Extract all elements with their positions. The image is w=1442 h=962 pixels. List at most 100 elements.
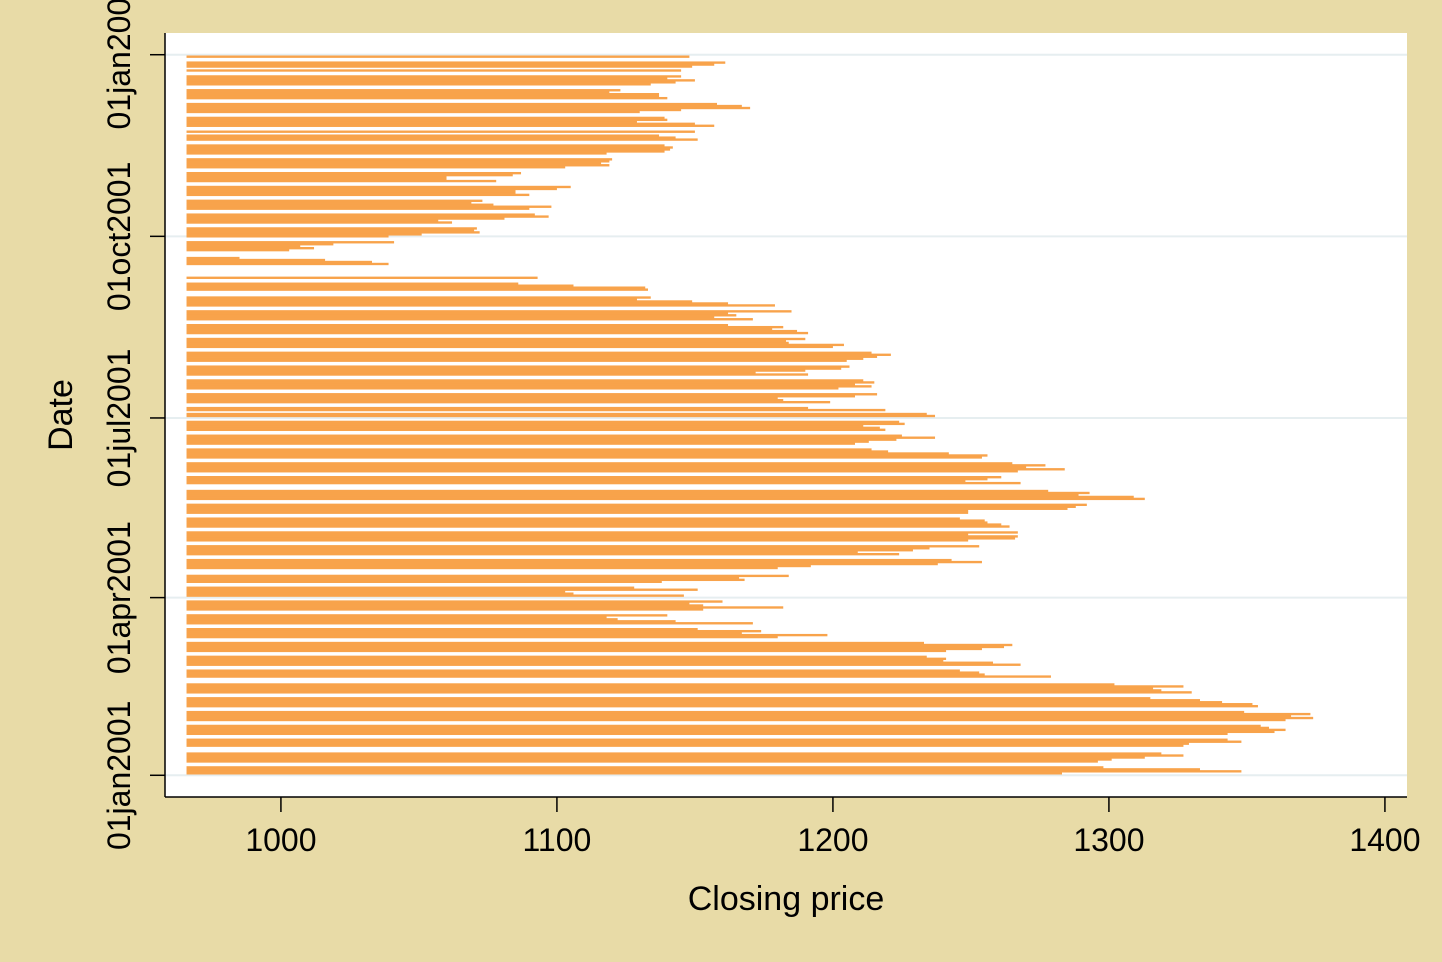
- bar: [186, 562, 938, 566]
- bar: [186, 549, 913, 552]
- bar: [186, 381, 875, 384]
- bar: [186, 296, 651, 299]
- bar: [186, 574, 789, 578]
- bar: [186, 351, 872, 354]
- bar: [186, 235, 389, 238]
- bar: [186, 578, 745, 582]
- bar: [186, 83, 651, 86]
- bar: [186, 635, 778, 639]
- bar: [186, 531, 1018, 534]
- bar: [186, 138, 698, 141]
- bar: [186, 171, 522, 175]
- x-tick-label: 1300: [1073, 822, 1144, 858]
- bar: [186, 766, 1104, 769]
- bar: [186, 566, 778, 570]
- bar: [186, 560, 982, 564]
- bar: [186, 118, 668, 122]
- bar: [186, 130, 695, 133]
- bar: [186, 316, 715, 319]
- bar: [186, 229, 475, 232]
- bar: [186, 150, 665, 153]
- bar: [186, 158, 613, 161]
- bar: [186, 146, 673, 149]
- y-tick-label: 01oct2001: [101, 162, 137, 311]
- bar: [186, 81, 676, 84]
- bar: [186, 604, 704, 607]
- bar: [186, 412, 927, 416]
- bar: [186, 724, 1261, 728]
- bar: [186, 395, 855, 398]
- bar: [186, 213, 535, 216]
- bar: [186, 742, 1189, 745]
- bar: [186, 452, 949, 455]
- bar: [186, 616, 607, 619]
- bar: [186, 716, 1314, 720]
- bar: [186, 227, 477, 230]
- bar: [186, 246, 315, 250]
- bar: [186, 671, 980, 674]
- bar: [186, 371, 756, 374]
- y-tick-label: 01jan2002: [101, 0, 137, 129]
- bar: [186, 110, 640, 114]
- bar: [186, 586, 635, 589]
- bar: [186, 217, 505, 220]
- bar: [186, 288, 648, 291]
- bar: [186, 79, 695, 82]
- bar: [186, 310, 792, 313]
- bar: [186, 643, 1013, 647]
- bar: [186, 286, 646, 289]
- bar: [186, 134, 660, 137]
- bar: [186, 69, 682, 72]
- bar: [186, 260, 372, 264]
- bar: [186, 551, 858, 554]
- bar: [186, 663, 1021, 666]
- bar: [186, 144, 665, 147]
- bar: [186, 588, 698, 591]
- bar: [186, 590, 566, 593]
- bar: [186, 325, 784, 329]
- bar: [186, 177, 447, 181]
- bar: [186, 608, 704, 611]
- bar: [186, 537, 1016, 540]
- bar: [186, 426, 880, 430]
- bar: [186, 770, 1242, 773]
- bar: [186, 331, 809, 335]
- bar: [186, 466, 1027, 469]
- bar: [186, 710, 1245, 714]
- bar: [186, 744, 1184, 747]
- bar: [186, 732, 1228, 736]
- bar: [186, 93, 660, 96]
- bar: [186, 104, 742, 108]
- bar: [186, 629, 762, 633]
- bar: [186, 600, 723, 603]
- bar: [186, 276, 538, 279]
- bar: [186, 314, 737, 317]
- bar: [186, 359, 847, 362]
- bar: [186, 63, 715, 66]
- bar: [186, 393, 878, 396]
- bar: [186, 164, 610, 167]
- bar: [186, 55, 690, 58]
- bar: [186, 408, 886, 412]
- bar: [186, 160, 610, 163]
- bar: [186, 420, 900, 424]
- bar: [186, 422, 905, 426]
- bar: [186, 442, 855, 445]
- bar: [186, 752, 1162, 755]
- bar: [186, 400, 831, 404]
- bar: [186, 525, 1010, 528]
- bar: [186, 258, 326, 262]
- bar: [186, 185, 571, 189]
- bar: [186, 657, 947, 660]
- bar: [186, 116, 665, 120]
- bar: [186, 649, 947, 653]
- axes: 01jan2001 01apr2001 01jul2001 01oct2001 01ja…: [101, 0, 1421, 858]
- bars: [186, 55, 1314, 775]
- bar: [186, 509, 969, 512]
- bar: [186, 256, 240, 260]
- bar: [186, 454, 988, 457]
- bar: [186, 448, 872, 451]
- x-axis-title: Closing price: [688, 880, 885, 918]
- bar: [186, 108, 682, 112]
- bar: [186, 511, 969, 514]
